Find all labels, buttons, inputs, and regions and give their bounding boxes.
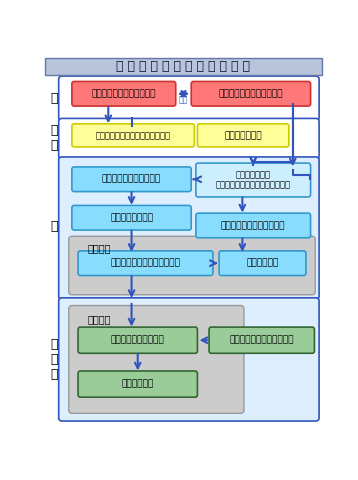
Text: 都市計画区域マスタープラン: 都市計画区域マスタープラン xyxy=(111,259,180,268)
FancyBboxPatch shape xyxy=(59,76,319,121)
FancyBboxPatch shape xyxy=(59,157,319,300)
Text: 国土形成計画（全国計画）: 国土形成計画（全国計画） xyxy=(92,89,156,98)
FancyBboxPatch shape xyxy=(191,82,311,106)
FancyBboxPatch shape xyxy=(78,327,197,353)
FancyBboxPatch shape xyxy=(72,124,194,147)
Text: 個別都市計画: 個別都市計画 xyxy=(122,380,154,389)
FancyBboxPatch shape xyxy=(196,213,311,238)
FancyBboxPatch shape xyxy=(72,167,191,192)
Text: 市町村の総合（基本）計画: 市町村の総合（基本）計画 xyxy=(229,336,294,345)
Text: 個別都市計画: 個別都市計画 xyxy=(246,259,279,268)
Text: 市町村マスタープラン: 市町村マスタープラン xyxy=(111,336,165,345)
FancyBboxPatch shape xyxy=(209,327,314,353)
Text: 土地利用基本計画: 土地利用基本計画 xyxy=(110,213,153,222)
Text: 首都圏整備計画: 首都圏整備計画 xyxy=(224,131,262,140)
Text: 県: 県 xyxy=(50,220,58,233)
Text: 首都圏広域地方計画（地方計画）: 首都圏広域地方計画（地方計画） xyxy=(96,131,171,140)
FancyBboxPatch shape xyxy=(69,306,244,413)
FancyBboxPatch shape xyxy=(78,251,213,276)
FancyBboxPatch shape xyxy=(72,82,176,106)
FancyBboxPatch shape xyxy=(196,163,311,197)
FancyBboxPatch shape xyxy=(219,251,306,276)
Text: 国土利用計画（県計画）: 国土利用計画（県計画） xyxy=(102,175,161,184)
Text: 千葉県都市づくりビジョン: 千葉県都市づくりビジョン xyxy=(221,221,285,230)
Bar xyxy=(45,58,322,74)
FancyBboxPatch shape xyxy=(197,124,289,147)
Text: 市
町
村: 市 町 村 xyxy=(50,338,58,381)
Text: 整合: 整合 xyxy=(179,96,188,105)
FancyBboxPatch shape xyxy=(59,119,319,159)
Text: 上 位 計 画 と 都 市 計 画 の 関 係: 上 位 計 画 と 都 市 計 画 の 関 係 xyxy=(116,60,251,72)
FancyBboxPatch shape xyxy=(59,298,319,421)
Text: 都市計画: 都市計画 xyxy=(87,243,111,253)
FancyBboxPatch shape xyxy=(72,205,191,230)
FancyBboxPatch shape xyxy=(78,371,197,397)
FancyBboxPatch shape xyxy=(69,236,315,295)
Text: 国: 国 xyxy=(50,92,58,105)
Text: 千葉県総合計画
〜新しい千葉の時代を切り開く〜: 千葉県総合計画 〜新しい千葉の時代を切り開く〜 xyxy=(216,170,291,190)
Text: 国土利用計画（全国計画）: 国土利用計画（全国計画） xyxy=(219,89,283,98)
Text: 地
方: 地 方 xyxy=(50,124,58,153)
Text: 都市計画: 都市計画 xyxy=(87,314,111,324)
